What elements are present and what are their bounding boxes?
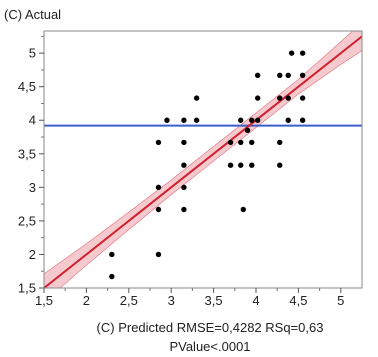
y-tick-label: 4,5: [18, 79, 36, 94]
data-point: [155, 251, 162, 258]
data-point: [285, 95, 291, 101]
y-tick-label: 3: [29, 180, 36, 195]
data-point: [299, 117, 306, 123]
plot-area: [43, 30, 363, 289]
data-point: [254, 72, 261, 78]
fit-line: [44, 35, 362, 288]
data-point: [240, 206, 246, 213]
plot-frame: [43, 30, 363, 289]
x-tick-label: 4: [252, 293, 259, 308]
data-point: [181, 184, 187, 191]
data-point: [109, 273, 115, 280]
data-point: [277, 162, 283, 168]
data-point: [299, 50, 306, 56]
data-point: [254, 95, 261, 101]
y-tick-label: 4: [29, 113, 36, 128]
data-point: [277, 139, 283, 146]
x-tick-label: 1,5: [35, 293, 53, 308]
x-tick-label: 2: [83, 293, 90, 308]
data-point: [164, 117, 170, 123]
x-axis: 1,5 2 2,5 3 3,5 4 4,5 5: [35, 288, 344, 308]
y-tick-label: 1,5: [18, 281, 36, 296]
data-point: [288, 50, 295, 56]
data-point: [285, 117, 291, 123]
data-point: [227, 139, 234, 146]
data-point: [285, 72, 291, 78]
data-point: [238, 139, 244, 146]
data-point: [254, 117, 261, 123]
data-point: [277, 95, 283, 101]
data-point: [155, 139, 162, 146]
data-point: [244, 127, 251, 134]
x-tick-label: 4,5: [289, 293, 307, 308]
x-tick-label: 2,5: [120, 293, 138, 308]
data-point: [249, 162, 255, 168]
confidence-band: [44, 31, 362, 288]
data-point: [181, 117, 187, 123]
y-tick-label: 2: [29, 247, 36, 262]
data-point: [181, 139, 187, 146]
x-tick-label: 5: [337, 293, 344, 308]
y-axis-title: (C) Actual: [4, 7, 61, 22]
plot-interior: [44, 31, 362, 288]
data-point: [155, 184, 162, 191]
data-point: [238, 117, 244, 123]
data-point: [277, 72, 283, 78]
data-point: [181, 162, 187, 168]
y-tick-label: 3,5: [18, 146, 36, 161]
data-point: [299, 95, 306, 101]
data-point: [238, 162, 244, 168]
data-point: [193, 95, 200, 101]
data-point: [109, 251, 115, 258]
data-point: [181, 206, 187, 213]
data-point: [193, 117, 200, 123]
y-tick-label: 2,5: [18, 213, 36, 228]
data-point: [227, 162, 234, 168]
x-axis-title: (C) Predicted RMSE=0,4282 RSq=0,63: [97, 320, 324, 335]
data-point: [249, 139, 255, 146]
y-tick-label: 5: [29, 46, 36, 61]
data-point: [249, 117, 255, 123]
data-point: [299, 72, 306, 78]
y-axis: 1,5 2 2,5 3 3,5 4 4,5 5: [18, 35, 44, 296]
data-point: [155, 206, 162, 213]
x-tick-label: 3: [168, 293, 175, 308]
x-axis-pvalue: PValue<.0001: [169, 339, 250, 354]
x-tick-label: 3,5: [205, 293, 223, 308]
